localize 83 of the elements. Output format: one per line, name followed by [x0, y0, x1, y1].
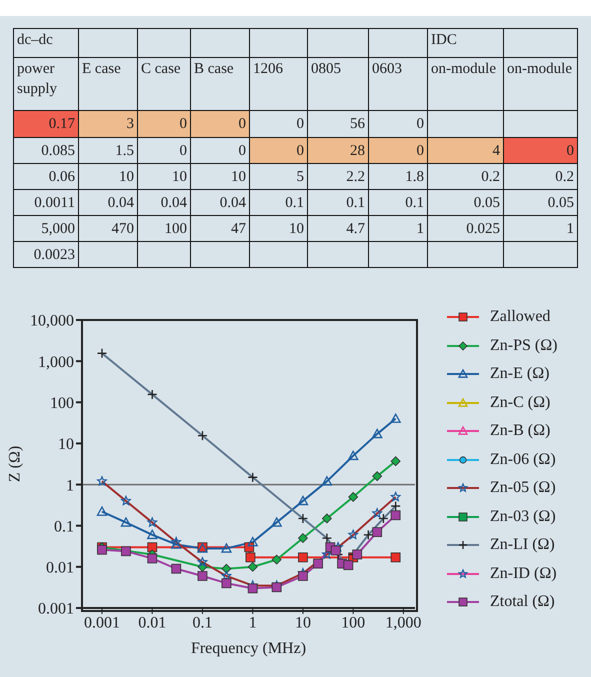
- text: 1: [368, 216, 428, 242]
- text: 0: [368, 110, 428, 138]
- text: E case: [78, 58, 138, 110]
- text: 4.7: [308, 216, 368, 242]
- x-tick-label: 0.1: [192, 614, 212, 632]
- y-axis-title: Z (Ω): [6, 446, 24, 482]
- x-tick-label: 1,000: [385, 614, 422, 632]
- legend-label: Zn-06 (Ω): [490, 450, 556, 469]
- y-tick-label: 100: [50, 394, 74, 412]
- x-tick-label: 0.01: [138, 614, 166, 632]
- text: 0.2: [504, 164, 578, 190]
- text: 0.1: [250, 190, 308, 216]
- shaded-cell: 0: [504, 138, 578, 164]
- text: B case: [190, 58, 250, 110]
- text: 10: [138, 164, 190, 190]
- text: 0805: [308, 58, 368, 110]
- shaded-cell: 3: [78, 110, 138, 138]
- text: 0.05: [428, 190, 504, 216]
- text: 0.04: [138, 190, 190, 216]
- text: 47: [190, 216, 250, 242]
- text: 0.085: [14, 138, 78, 164]
- text: 0: [190, 138, 250, 164]
- y-tick-label: 0.01: [46, 560, 74, 577]
- text: 470: [78, 216, 138, 242]
- text: 100: [138, 216, 190, 242]
- text: C case: [138, 58, 190, 110]
- shaded-cell: 0: [250, 138, 308, 164]
- text: 0.05: [504, 190, 578, 216]
- text: 1206: [250, 58, 308, 110]
- y-tick-label: 10,000: [30, 312, 74, 330]
- text: 0.2: [428, 164, 504, 190]
- legend-label: Ztotal (Ω): [490, 593, 555, 612]
- text: 10: [250, 216, 308, 242]
- text: 1.5: [78, 138, 138, 164]
- legend-label: Zallowed: [490, 308, 550, 326]
- shaded-cell: 4: [428, 138, 504, 164]
- text: 0: [138, 138, 190, 164]
- legend-label: Zn-C (Ω): [490, 394, 550, 412]
- text: 5: [250, 164, 308, 190]
- x-tick-label: 0.001: [84, 614, 120, 632]
- x-tick-label: 100: [341, 614, 366, 632]
- text: 0.06: [14, 164, 78, 190]
- text: 56: [308, 110, 368, 138]
- text: power supply: [14, 58, 78, 110]
- shaded-cell: 0.17: [14, 110, 78, 138]
- text: dc–dc: [14, 28, 78, 58]
- y-tick-label: 1: [66, 477, 74, 494]
- legend-label: Zn-PS (Ω): [490, 336, 558, 355]
- text: IDC: [428, 28, 504, 58]
- text: 2.2: [308, 164, 368, 190]
- y-tick-label: 0.1: [54, 518, 74, 536]
- x-tick-label: 1: [248, 614, 257, 632]
- text: 5,000: [14, 216, 78, 242]
- text: 0.0011: [14, 190, 78, 216]
- legend-label: Zn-E (Ω): [490, 365, 550, 384]
- legend-label: Zn-B (Ω): [490, 422, 550, 440]
- text: 0603: [368, 58, 428, 110]
- text: 10: [190, 164, 250, 190]
- text: on-module: [428, 58, 504, 110]
- x-tick-label: 10: [294, 614, 311, 632]
- text: 1: [504, 216, 578, 242]
- x-axis-title: Frequency (MHz): [190, 640, 306, 657]
- text: 0.025: [428, 216, 504, 242]
- legend-label: Zn-05 (Ω): [490, 479, 556, 498]
- shaded-cell: 0: [138, 110, 190, 138]
- y-tick-label: 10: [58, 436, 74, 454]
- legend-label: Zn-03 (Ω): [490, 508, 556, 526]
- y-tick-label: 1,000: [38, 354, 74, 371]
- text: 0.0023: [14, 242, 78, 268]
- text: 0.1: [308, 190, 368, 216]
- text: 0.04: [78, 190, 138, 216]
- text: 10: [78, 164, 138, 190]
- text: 0: [250, 110, 308, 138]
- shaded-cell: 0: [368, 138, 428, 164]
- shaded-cell: 28: [308, 138, 368, 164]
- text: 0.04: [190, 190, 250, 216]
- legend-label: Zn-LI (Ω): [490, 536, 555, 554]
- legend-label: Zn-ID (Ω): [490, 564, 557, 583]
- text: on-module: [504, 58, 578, 110]
- shaded-cell: 0: [190, 110, 250, 138]
- text: 1.8: [368, 164, 428, 190]
- text: 0.1: [368, 190, 428, 216]
- y-tick-label: 0.001: [38, 600, 74, 618]
